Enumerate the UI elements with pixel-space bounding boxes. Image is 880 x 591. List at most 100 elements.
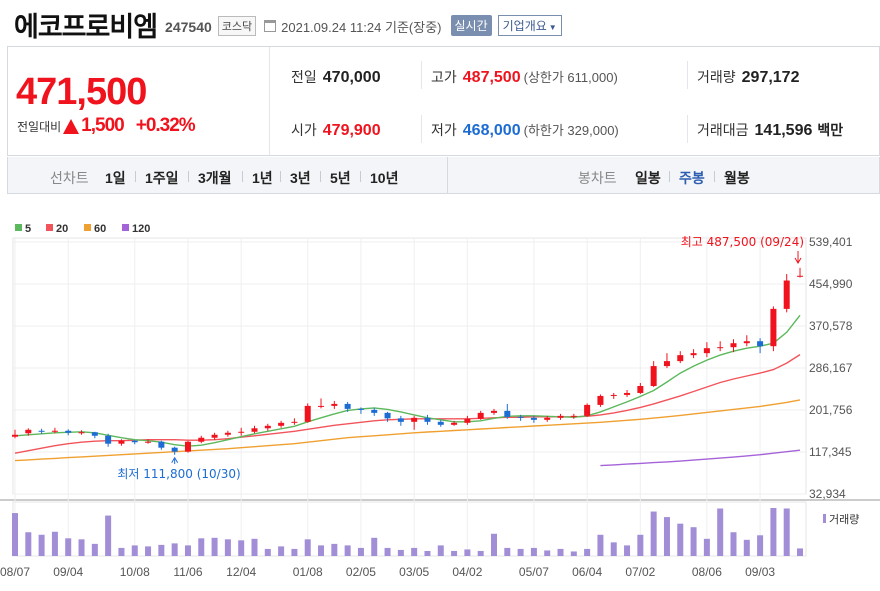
candle-body — [264, 425, 271, 429]
separator — [320, 171, 321, 182]
candle — [557, 413, 564, 420]
legend-swatch-ma120 — [122, 224, 129, 231]
price-pane-frame — [12, 237, 807, 495]
candle-body — [51, 430, 58, 432]
period-1year[interactable]: 1년 — [252, 170, 273, 186]
candle — [411, 415, 418, 430]
candle-body — [131, 440, 138, 443]
y-tick-label: 201,756 — [809, 403, 853, 417]
candle-body — [171, 447, 178, 452]
volume-bar — [477, 550, 484, 556]
candle — [131, 440, 138, 445]
candle-body — [411, 417, 418, 422]
candle — [783, 274, 790, 313]
candle-body — [344, 403, 351, 409]
max-annotation: 최고 487,500 (09/24) — [681, 235, 804, 249]
volume-bar — [570, 551, 577, 556]
candle — [198, 435, 205, 444]
volume: 거래량 297,172 — [697, 67, 799, 87]
candle — [291, 418, 298, 425]
price-change: 전일대비 1,500 +0.32% — [17, 115, 196, 137]
candle-daily[interactable]: 일봉 — [635, 170, 661, 186]
legend-label-ma60: 60 — [94, 223, 106, 235]
candle-body — [663, 361, 670, 367]
period-1day[interactable]: 1일 — [105, 170, 126, 186]
y-axis: 539,401 454,990 370,578 286,167 201,756 117,3… — [809, 235, 853, 501]
volume-bar — [12, 513, 18, 556]
candle-body — [610, 394, 617, 396]
volume-bar — [291, 548, 298, 556]
candle — [224, 430, 231, 437]
candle — [105, 433, 112, 447]
period-3year[interactable]: 3년 — [290, 170, 311, 186]
candle — [703, 342, 710, 358]
candle — [610, 392, 617, 399]
period-1week[interactable]: 1주일 — [145, 170, 179, 186]
volume-bar — [797, 548, 804, 556]
candle-body — [198, 437, 205, 442]
timestamp: 2021.09.24 11:24 기준(장중) — [281, 20, 442, 35]
calendar-icon — [264, 20, 277, 32]
company-info-button[interactable]: 기업개요 ▼ — [497, 15, 562, 36]
candle-body — [530, 417, 537, 420]
candle-body — [78, 432, 85, 434]
candle — [51, 427, 58, 434]
candle-body — [730, 343, 737, 348]
separator — [360, 171, 361, 182]
volume-bar — [584, 548, 591, 556]
moving-averages — [14, 314, 801, 467]
candle-body — [783, 280, 790, 309]
candle-body — [331, 403, 338, 406]
candle-body — [357, 408, 364, 410]
period-5year[interactable]: 5년 — [330, 170, 351, 186]
candle-weekly[interactable]: 주봉 — [679, 170, 705, 186]
stock-header: 에코프로비엠 247540 코스닥 2021.09.24 11:24 기준(장중… — [14, 8, 562, 43]
volume-bar — [184, 545, 191, 556]
candle — [38, 428, 45, 434]
candle — [371, 407, 378, 416]
current-price: 471,500 — [16, 71, 147, 113]
current-price-panel: 471,500 전일대비 1,500 +0.32% — [8, 47, 270, 155]
volume-bar — [424, 550, 431, 556]
volume-bar — [397, 549, 404, 556]
candle — [304, 403, 311, 423]
candle — [264, 423, 271, 431]
period-selector: 선차트 1일 1주일 3개월 1년 3년 5년 10년 봉차트 일봉 주봉 월봉 — [7, 157, 880, 194]
volume-bar — [131, 545, 138, 556]
candle-body — [38, 430, 45, 432]
x-tick-label: 08/06 — [692, 565, 722, 579]
volume-bar — [158, 544, 165, 556]
candle-body — [65, 430, 72, 433]
volume-bar — [544, 550, 551, 556]
candle-body — [703, 348, 710, 354]
realtime-button[interactable]: 실시간 — [450, 15, 492, 36]
candle — [171, 446, 178, 455]
candle — [770, 306, 777, 352]
period-10year[interactable]: 10년 — [370, 170, 399, 186]
candle-body — [490, 410, 497, 413]
line-ma60 — [14, 399, 801, 462]
prev-close-label: 전일 — [291, 69, 317, 85]
candle — [318, 398, 325, 409]
volume-bar — [504, 547, 511, 556]
legend-swatch-ma60 — [84, 224, 91, 231]
legend-swatch-ma20 — [46, 224, 53, 231]
upper-limit: (상한가 611,000) — [523, 70, 618, 85]
volume-bar — [25, 532, 32, 556]
volume-value: 297,172 — [741, 69, 800, 86]
candle-body — [690, 353, 697, 356]
volume-bar — [171, 543, 178, 556]
change-label: 전일대비 — [17, 119, 62, 134]
candle-body — [105, 435, 112, 444]
volume-bar — [371, 537, 378, 556]
lower-limit: (하한가 329,000) — [523, 123, 619, 138]
volume-bar — [145, 546, 152, 556]
stock-chart[interactable]: 5 20 60 120 최고 487,500 (09/24) 최저 111,800 (1… — [0, 196, 880, 591]
candle-body — [477, 412, 484, 419]
period-3month[interactable]: 3개월 — [198, 170, 232, 186]
volume-bar — [411, 547, 418, 556]
candle — [25, 428, 32, 436]
candle — [238, 427, 245, 436]
trading-amount: 거래대금 141,596 백만 — [697, 120, 843, 140]
candle-monthly[interactable]: 월봉 — [724, 170, 750, 186]
